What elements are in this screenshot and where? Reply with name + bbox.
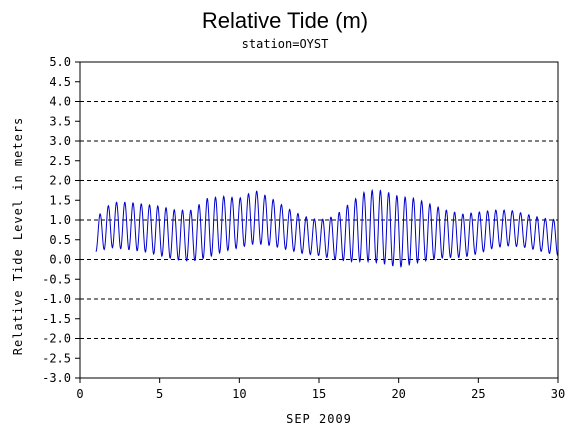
y-tick-label: 2.0 bbox=[49, 174, 71, 188]
chart-subtitle: station=OYST bbox=[242, 37, 329, 51]
x-tick-label: 30 bbox=[551, 387, 565, 401]
x-tick-label: 25 bbox=[471, 387, 485, 401]
y-tick-label: 1.5 bbox=[49, 193, 71, 207]
x-tick-label: 5 bbox=[156, 387, 163, 401]
y-tick-label: 4.0 bbox=[49, 95, 71, 109]
x-tick-label: 10 bbox=[232, 387, 246, 401]
y-tick-label: -1.5 bbox=[42, 312, 71, 326]
x-tick-label: 15 bbox=[312, 387, 326, 401]
y-tick-label: -2.0 bbox=[42, 332, 71, 346]
y-tick-label: 0.5 bbox=[49, 233, 71, 247]
y-tick-label: 0.0 bbox=[49, 253, 71, 267]
y-axis-ticks: 5.0 4.5 4.0 3.5 3.0 2.5 2.0 1.5 1.0 0.5 0.0 -0.5 -1.… bbox=[42, 55, 80, 385]
x-tick-label: 0 bbox=[76, 387, 83, 401]
y-tick-label: -2.5 bbox=[42, 351, 71, 365]
series-group bbox=[95, 188, 559, 268]
x-axis-ticks: 0 5 10 15 20 25 30 bbox=[76, 378, 565, 401]
y-axis-label: Relative Tide Level in meters bbox=[11, 117, 25, 356]
y-tick-label: -0.5 bbox=[42, 272, 71, 286]
y-tick-label: 3.0 bbox=[49, 134, 71, 148]
y-tick-label: 5.0 bbox=[49, 55, 71, 69]
x-tick-label: 20 bbox=[391, 387, 405, 401]
y-tick-label: 1.0 bbox=[49, 213, 71, 227]
y-tick-label: -1.0 bbox=[42, 292, 71, 306]
plot-frame bbox=[79, 61, 559, 379]
tide-series-line bbox=[95, 188, 559, 268]
y-tick-label: -3.0 bbox=[42, 371, 71, 385]
chart-title: Relative Tide (m) bbox=[202, 8, 368, 33]
y-tick-label: 4.5 bbox=[49, 75, 71, 89]
y-tick-label: 3.5 bbox=[49, 114, 71, 128]
x-axis-label: SEP 2009 bbox=[286, 412, 352, 426]
y-tick-label: 2.5 bbox=[49, 154, 71, 168]
